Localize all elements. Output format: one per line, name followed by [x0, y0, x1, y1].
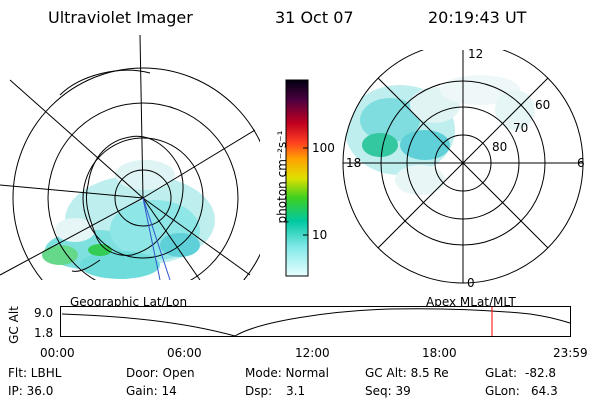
- status-glat-label: GLat:: [485, 366, 518, 380]
- colorbar-unit-label: photon cm⁻²s⁻¹: [275, 130, 289, 224]
- header-date: 31 Oct 07: [275, 8, 354, 27]
- status-ip: IP: 36.0: [8, 384, 54, 398]
- mlt-label-6: 6: [577, 156, 585, 170]
- status-seq: Seq: 39: [365, 384, 411, 398]
- time-tick-1800: 18:00: [422, 346, 457, 360]
- status-dsp-label: Dsp:: [245, 384, 273, 398]
- polar-grid: [342, 50, 584, 284]
- time-tick-0000: 00:00: [40, 346, 75, 360]
- geographic-map: [0, 35, 260, 280]
- aurora-emission: [42, 160, 215, 279]
- status-glat-value: -82.8: [525, 366, 557, 380]
- status-gain: Gain: 14: [126, 384, 177, 398]
- altitude-curve: [61, 308, 571, 337]
- color-bar: [285, 79, 309, 277]
- continent-outline: [85, 135, 184, 256]
- status-gc-alt: GC Alt: 8.5 Re: [365, 366, 449, 380]
- header-time: 20:19:43 UT: [428, 8, 527, 27]
- status-door: Door: Open: [126, 366, 195, 380]
- time-tick-0600: 06:00: [167, 346, 202, 360]
- mlt-label-18: 18: [346, 156, 362, 170]
- polar-plot: [342, 50, 584, 284]
- magnetic-lines: [142, 197, 171, 280]
- app-title: Ultraviolet Imager: [48, 8, 193, 27]
- latitude-grid: [12, 67, 260, 280]
- lat-label-70: 70: [513, 121, 529, 135]
- time-tick-1200: 12:00: [295, 346, 330, 360]
- mlt-label-0: 0: [467, 276, 475, 290]
- status-flt: Flt: LBHL: [8, 366, 62, 380]
- lat-label-60: 60: [535, 98, 551, 112]
- status-dsp-value: 3.1: [286, 384, 306, 398]
- y-tick-1-8: 1.8: [34, 326, 54, 340]
- lat-label-80: 80: [492, 140, 508, 154]
- colorbar-tick-100: 100: [312, 141, 335, 155]
- apex-title: Apex MLat/MLT: [426, 295, 516, 309]
- altitude-plot: [60, 306, 571, 337]
- colorbar-tick-10: 10: [312, 228, 328, 242]
- status-glon-label: GLon:: [485, 384, 520, 398]
- y-tick-9: 9.0: [34, 306, 54, 320]
- gc-alt-axis-label: GC Alt: [7, 306, 21, 344]
- time-tick-2359: 23:59: [553, 346, 588, 360]
- mlt-label-12: 12: [468, 47, 484, 61]
- longitude-grid: [0, 35, 256, 280]
- status-mode: Mode: Normal: [245, 366, 329, 380]
- status-glon-value: 64.3: [531, 384, 558, 398]
- geographic-title: Geographic Lat/Lon: [70, 295, 188, 309]
